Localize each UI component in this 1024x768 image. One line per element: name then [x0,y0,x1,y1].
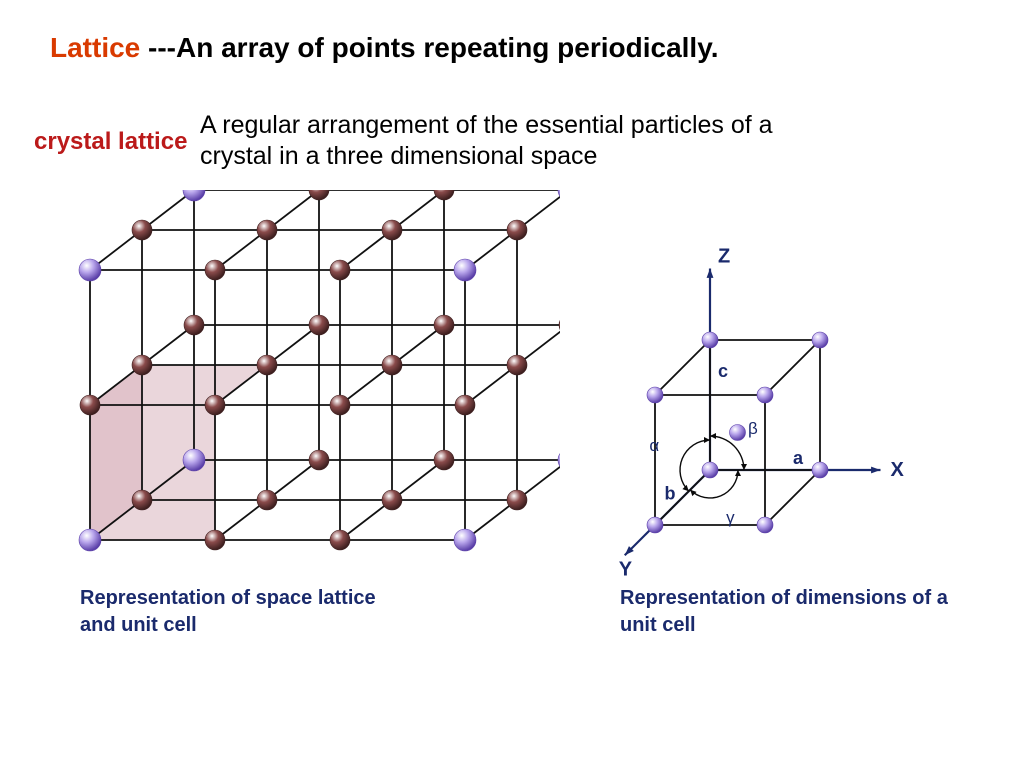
subheading-label: crystal lattice [34,128,187,156]
title-rest: ---An array of points repeating periodic… [140,32,718,63]
space-lattice-diagram [0,190,560,620]
caption-space-lattice: Representation of space lattice and unit… [80,585,400,639]
unit-cell-diagram: X Y Za b c α β γ [560,220,990,610]
svg-text:a: a [793,448,804,468]
title-highlight: Lattice [50,32,140,63]
subheading-definition: A regular arrangement of the essential p… [200,110,840,173]
page-title: Lattice ---An array of points repeating … [50,32,719,64]
svg-text:Z: Z [718,246,730,268]
svg-text:Y: Y [619,558,633,580]
svg-text:α: α [649,436,659,455]
svg-text:b: b [665,484,676,504]
caption-unit-cell: Representation of dimensions of a unit c… [620,585,960,639]
svg-text:X: X [891,459,905,481]
svg-text:c: c [718,361,728,381]
svg-text:γ: γ [726,508,735,527]
svg-text:β: β [748,419,758,438]
